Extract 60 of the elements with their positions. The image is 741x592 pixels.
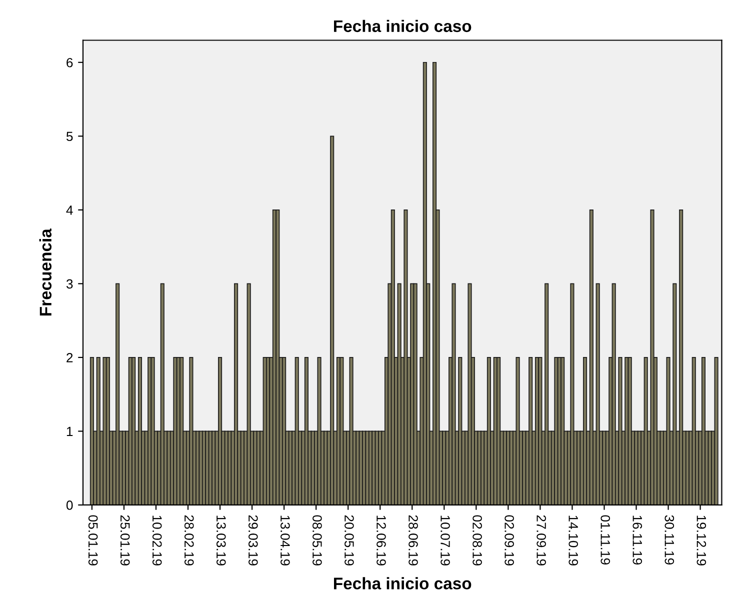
- bar: [330, 136, 334, 505]
- x-tick-label: 27.09.19: [536, 515, 546, 566]
- bar: [132, 357, 136, 505]
- x-tick-label: 12.06.19: [376, 516, 386, 566]
- bar: [413, 283, 418, 505]
- bar: [650, 209, 654, 505]
- y-tick-label: 3: [66, 279, 73, 289]
- y-tick-label: 1: [66, 426, 73, 436]
- x-tick-label: 13.04.19: [280, 516, 290, 566]
- bar: [160, 283, 164, 505]
- x-tick-label: 01.11.19: [600, 515, 610, 564]
- bar: [458, 357, 462, 505]
- x-tick-label: 16.11.19: [632, 516, 642, 564]
- chart-title: Fecha inicio caso: [334, 20, 472, 32]
- y-tick-label: 2: [66, 353, 73, 362]
- x-tick-label: 28.02.19: [184, 515, 194, 566]
- y-axis-title: Frecuencia: [39, 228, 52, 316]
- bar: [589, 209, 594, 505]
- x-tick-label: 02.09.19: [504, 515, 514, 566]
- bar: [666, 357, 670, 505]
- y-tick-label: 5: [66, 132, 73, 142]
- bar: [276, 209, 280, 505]
- x-tick-label: 19.12.19: [696, 516, 706, 566]
- y-tick-label: 4: [66, 206, 73, 215]
- bar: [496, 357, 501, 505]
- bar: [452, 283, 456, 505]
- x-tick-label: 30.11.19: [664, 515, 674, 564]
- x-axis-title: Fecha inicio caso: [334, 577, 472, 590]
- bar: [714, 357, 718, 505]
- x-tick-label: 29.03.19: [248, 515, 258, 566]
- x-tick-label: 02.08.19: [472, 515, 482, 566]
- x-tick-label: 05.01.19: [88, 515, 98, 566]
- bar: [612, 283, 616, 505]
- x-tick-label: 28.06.19: [408, 515, 418, 566]
- y-tick-label: 0: [66, 500, 73, 510]
- y-tick-label: 6: [66, 58, 73, 68]
- x-tick-label: 20.05.19: [344, 515, 354, 566]
- bar: [116, 283, 120, 505]
- bar: [679, 209, 684, 505]
- bar: [528, 357, 533, 505]
- x-tick-label: 10.02.19: [152, 516, 162, 566]
- bar: [596, 283, 600, 505]
- bar: [538, 357, 542, 505]
- bar: [180, 357, 184, 505]
- bar: [468, 283, 472, 505]
- x-tick-label: 13.03.19: [216, 516, 226, 566]
- bar: [618, 357, 622, 505]
- bar: [672, 283, 677, 505]
- x-tick-label: 25.01.19: [120, 515, 130, 566]
- bar: [234, 283, 238, 505]
- bar: [560, 357, 565, 505]
- bar: [189, 357, 194, 505]
- bar: [404, 209, 408, 505]
- x-tick-label: 14.10.19: [568, 516, 578, 566]
- bar: [246, 283, 251, 505]
- bar: [570, 283, 574, 505]
- x-tick-label: 10.07.19: [440, 516, 450, 566]
- bar: [340, 357, 344, 505]
- bar: [544, 283, 549, 505]
- x-tick-label: 08.05.19: [312, 515, 322, 566]
